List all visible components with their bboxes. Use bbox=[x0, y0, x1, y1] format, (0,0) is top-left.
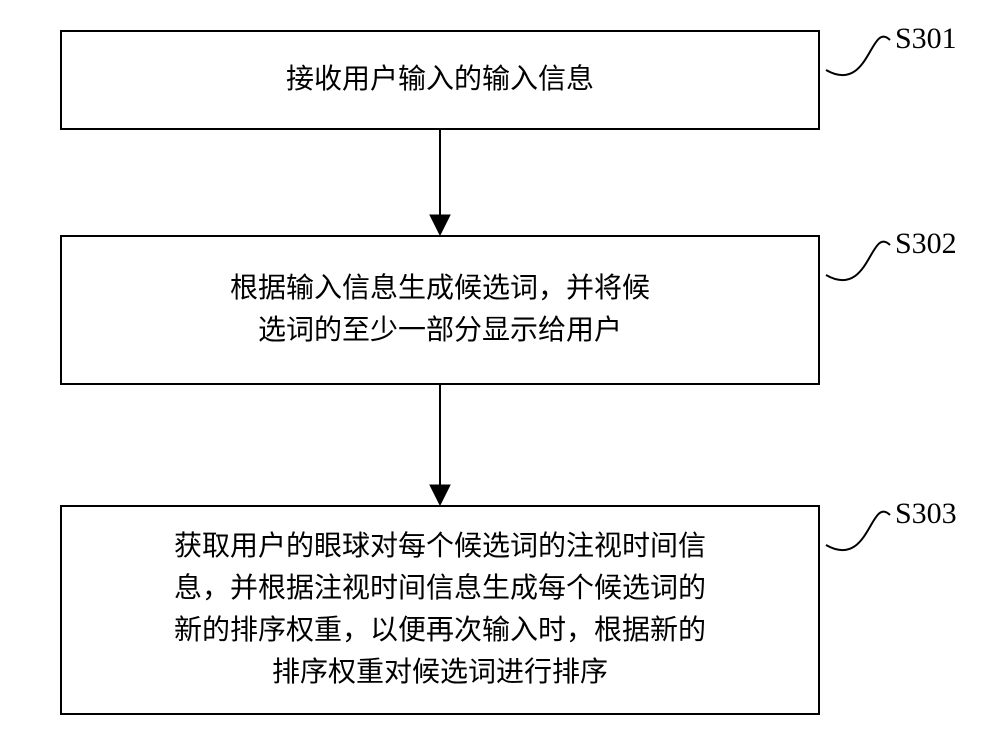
step-label-2: S302 bbox=[895, 227, 957, 261]
step-label-1: S301 bbox=[895, 22, 957, 56]
connector-1 bbox=[820, 15, 900, 105]
flow-box-1: 接收用户输入的输入信息 bbox=[60, 30, 820, 130]
arrow-2-3 bbox=[420, 385, 460, 505]
flow-box-2-text: 根据输入信息生成候选词，并将候 选词的至少一部分显示给用户 bbox=[230, 268, 650, 352]
flow-box-3-text: 获取用户的眼球对每个候选词的注视时间信 息，并根据注视时间信息生成每个候选词的 … bbox=[174, 526, 706, 694]
flow-box-2: 根据输入信息生成候选词，并将候 选词的至少一部分显示给用户 bbox=[60, 235, 820, 385]
connector-2 bbox=[820, 220, 900, 310]
flow-box-3: 获取用户的眼球对每个候选词的注视时间信 息，并根据注视时间信息生成每个候选词的 … bbox=[60, 505, 820, 715]
connector-3 bbox=[820, 490, 900, 580]
flow-box-1-text: 接收用户输入的输入信息 bbox=[286, 59, 594, 101]
step-label-3: S303 bbox=[895, 497, 957, 531]
arrow-1-2 bbox=[420, 130, 460, 235]
